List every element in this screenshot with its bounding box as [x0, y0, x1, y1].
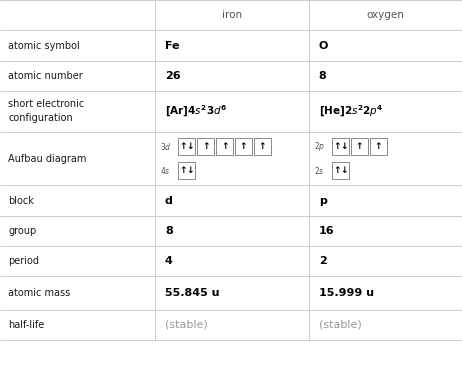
Text: 8: 8 — [319, 71, 327, 81]
Text: block: block — [8, 195, 34, 206]
Text: 55.845 u: 55.845 u — [165, 288, 219, 298]
Text: ↑: ↑ — [240, 142, 247, 151]
Text: 16: 16 — [319, 226, 334, 236]
Text: short electronic
configuration: short electronic configuration — [8, 100, 85, 123]
Text: atomic number: atomic number — [8, 71, 83, 81]
Bar — [332, 138, 349, 155]
Text: ↑: ↑ — [333, 142, 340, 151]
Text: ↑: ↑ — [375, 142, 382, 151]
Text: O: O — [319, 40, 328, 51]
Bar — [370, 138, 387, 155]
Bar — [332, 162, 349, 179]
Text: Fe: Fe — [165, 40, 179, 51]
Text: $3d$: $3d$ — [160, 141, 172, 152]
Text: $2s$: $2s$ — [314, 165, 325, 176]
Text: ↓: ↓ — [340, 142, 348, 151]
Text: ↑: ↑ — [202, 142, 209, 151]
Text: ↑: ↑ — [356, 142, 363, 151]
Text: ↓: ↓ — [187, 166, 194, 175]
Text: iron: iron — [222, 10, 242, 20]
Text: Aufbau diagram: Aufbau diagram — [8, 154, 87, 164]
Bar — [178, 138, 195, 155]
Text: 4: 4 — [165, 256, 173, 266]
Bar — [216, 138, 233, 155]
Text: group: group — [8, 226, 36, 236]
Text: oxygen: oxygen — [366, 10, 404, 20]
Text: half-life: half-life — [8, 320, 44, 330]
Bar — [351, 138, 368, 155]
Text: 26: 26 — [165, 71, 181, 81]
Bar — [254, 138, 271, 155]
Text: d: d — [165, 195, 173, 206]
Text: (stable): (stable) — [165, 320, 208, 330]
Text: 8: 8 — [165, 226, 173, 236]
Text: ↑: ↑ — [179, 166, 187, 175]
Text: 2: 2 — [319, 256, 327, 266]
Text: ↑: ↑ — [179, 142, 187, 151]
Bar — [178, 162, 195, 179]
Text: ↑: ↑ — [221, 142, 228, 151]
Text: atomic symbol: atomic symbol — [8, 40, 80, 51]
Text: $\mathbf{[He]2\mathit{s}^{2}2\mathit{p}^{4}}$: $\mathbf{[He]2\mathit{s}^{2}2\mathit{p}^… — [319, 104, 383, 119]
Text: ↓: ↓ — [340, 166, 348, 175]
Text: $\mathbf{[Ar]4\mathit{s}^{2}3\mathit{d}^{6}}$: $\mathbf{[Ar]4\mathit{s}^{2}3\mathit{d}^… — [165, 104, 227, 119]
Bar — [235, 138, 252, 155]
Text: (stable): (stable) — [319, 320, 362, 330]
Text: p: p — [319, 195, 327, 206]
Text: ↓: ↓ — [187, 142, 194, 151]
Text: ↑: ↑ — [259, 142, 266, 151]
Text: period: period — [8, 256, 39, 266]
Text: 15.999 u: 15.999 u — [319, 288, 374, 298]
Text: $2p$: $2p$ — [314, 140, 326, 153]
Text: $4s$: $4s$ — [160, 165, 171, 176]
Text: ↑: ↑ — [333, 166, 340, 175]
Text: atomic mass: atomic mass — [8, 288, 71, 298]
Bar — [197, 138, 214, 155]
